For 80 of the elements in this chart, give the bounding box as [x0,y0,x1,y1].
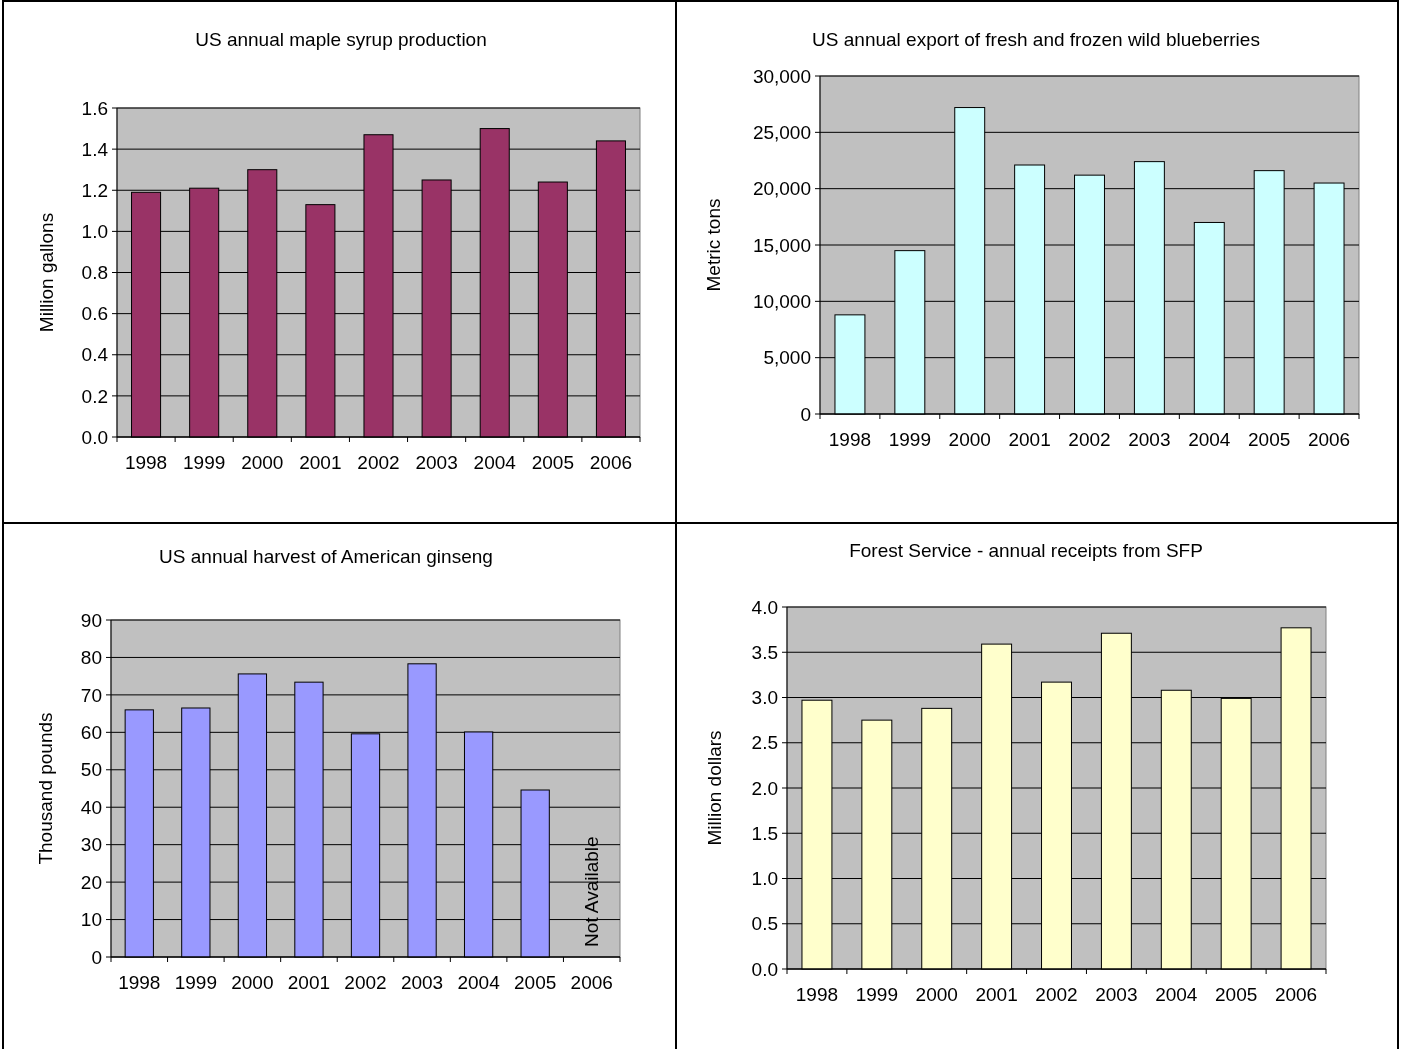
y-tick-label: 2.0 [751,777,778,799]
x-tick-label: 2001 [299,452,342,473]
y-tick-label: 1.0 [81,221,108,243]
x-tick-label: 2005 [1248,429,1291,450]
annotation: Not Available [581,836,603,947]
x-tick-label: 1999 [888,429,931,450]
x-tick-label: 2005 [531,452,574,473]
y-axis-title: Million gallons [35,212,57,333]
y-tick-label: 0.8 [81,262,108,284]
x-tick-label: 2001 [975,984,1018,1005]
chart-title: US annual harvest of American ginseng [159,546,493,567]
x-tick-label: 2000 [241,452,284,473]
x-tick-label: 2005 [1215,984,1258,1005]
y-tick-label: 20,000 [752,178,811,200]
x-tick-label: 1998 [795,984,839,1005]
y-axis-title: Million dollars [703,730,725,846]
y-tick-label: 20 [80,871,102,893]
x-tick-label: 2006 [570,972,613,993]
y-tick-label: 15,000 [752,234,811,256]
y-tick-label: 90 [80,609,102,631]
x-tick-label: 2006 [1274,984,1318,1005]
x-tick-label: 2002 [1035,984,1078,1005]
y-tick-label: 80 [80,647,102,669]
y-tick-label: 0.0 [751,958,778,980]
y-axis-title: Thousand pounds [34,712,56,865]
x-tick-label: 2004 [473,452,517,473]
chart-title: US annual export of fresh and frozen wild blueberries [812,29,1260,50]
chart-title: Forest Service - annual receipts from SFP [849,540,1203,561]
x-tick-label: 2003 [1128,429,1171,450]
x-tick-label: 2001 [287,972,331,993]
x-tick-label: 1998 [124,452,168,473]
x-tick-label: 2005 [514,972,557,993]
x-tick-label: 2006 [589,452,633,473]
x-tick-label: 2003 [1095,984,1138,1005]
x-tick-label: 2002 [357,452,400,473]
y-tick-label: 0 [91,946,102,968]
x-tick-label: 2004 [1155,984,1198,1005]
y-tick-label: 70 [80,684,102,706]
x-tick-label: 2001 [1008,429,1051,450]
x-tick-label: 2004 [1188,429,1231,450]
y-tick-label: 0.4 [81,344,109,366]
y-axis-title: Metric tons [702,198,724,292]
y-tick-label: 2.5 [751,732,778,754]
x-tick-label: 2000 [915,984,958,1005]
y-tick-label: 3.0 [751,687,778,709]
y-tick-label: 1.0 [751,868,778,890]
x-tick-label: 2002 [1068,429,1111,450]
y-tick-label: 50 [80,759,102,781]
y-tick-label: 30 [80,834,102,856]
y-tick-label: 1.6 [81,97,108,119]
y-tick-label: 40 [80,796,102,818]
y-tick-label: 30,000 [752,65,811,87]
x-tick-label: 1999 [183,452,226,473]
y-tick-label: 3.5 [751,641,778,663]
x-tick-label: 2003 [415,452,458,473]
y-tick-label: 0.5 [751,913,778,935]
y-tick-label: 60 [80,721,102,743]
x-tick-label: 2003 [400,972,444,993]
x-tick-label: 2004 [457,972,501,993]
y-tick-label: 0.0 [81,426,108,448]
x-tick-label: 2000 [948,429,991,450]
y-tick-label: 4.0 [751,596,778,618]
y-tick-label: 1.4 [81,138,109,160]
x-tick-label: 1999 [855,984,898,1005]
y-tick-label: 0.2 [81,385,108,407]
x-tick-label: 1999 [174,972,217,993]
y-tick-label: 0 [800,403,811,425]
x-tick-label: 1998 [118,972,161,993]
chart-title: US annual maple syrup production [195,29,487,50]
x-tick-label: 2006 [1307,429,1351,450]
x-tick-label: 1998 [828,429,872,450]
y-tick-label: 5,000 [763,347,811,369]
y-tick-label: 25,000 [752,121,811,143]
y-tick-label: 0.6 [81,303,108,325]
y-tick-label: 1.5 [751,822,778,844]
y-tick-label: 10,000 [752,290,811,312]
y-tick-label: 10 [80,909,102,931]
x-tick-label: 2000 [231,972,274,993]
y-tick-label: 1.2 [81,179,108,201]
x-tick-label: 2002 [344,972,387,993]
